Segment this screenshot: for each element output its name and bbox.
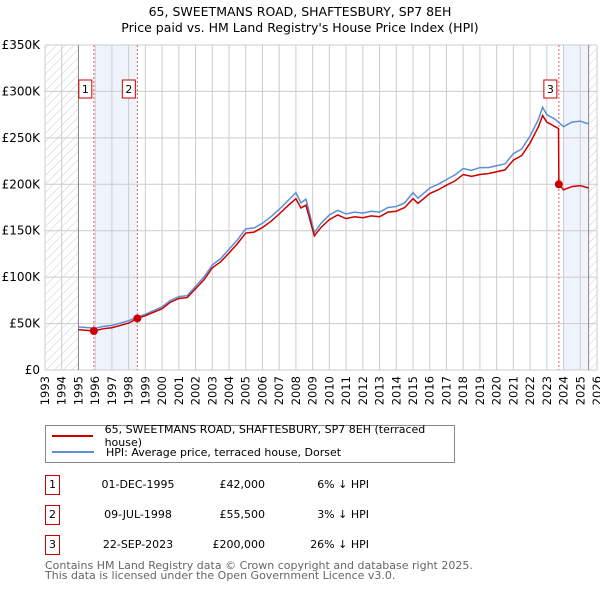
sale-point: [133, 314, 142, 323]
x-tick-label: 2016: [423, 376, 437, 405]
x-tick-label: 1997: [105, 376, 119, 405]
transaction-hpi-diff: 26% ↓ HPI: [310, 538, 369, 551]
y-tick-label: £250K: [2, 131, 42, 145]
x-tick-label: 2008: [289, 376, 303, 405]
transaction-price: £200,000: [212, 538, 266, 551]
x-tick-label: 1996: [88, 376, 102, 405]
transaction-hpi-diff: 3% ↓ HPI: [317, 508, 369, 521]
legend-label: HPI: Average price, terraced house, Dors…: [106, 445, 342, 459]
property-price-line: [78, 113, 589, 332]
legend-label: 65, SWEETMANS ROAD, SHAFTESBURY, SP7 8EH…: [104, 423, 426, 449]
x-tick-label: 1994: [55, 376, 69, 405]
x-tick-label: 2025: [573, 376, 587, 405]
x-tick-label: 2015: [406, 376, 420, 405]
x-tick-label: 2012: [356, 376, 370, 405]
chart-subtitle: Price paid vs. HM Land Registry's House …: [121, 20, 479, 35]
sale-label-box: [78, 79, 93, 99]
sale-label-box: [543, 79, 558, 99]
x-tick-label: 2022: [523, 376, 537, 405]
x-tick-label: 2007: [272, 376, 286, 405]
x-tick-label: 2024: [557, 376, 571, 405]
hpi-line: [78, 105, 589, 329]
footer-copyright: Contains HM Land Registry data © Crown c…: [45, 559, 473, 572]
x-tick-label: 2026: [590, 376, 600, 405]
transaction-hpi-diff: 6% ↓ HPI: [317, 478, 369, 491]
transaction-price: £55,500: [219, 508, 266, 521]
transaction-date: 09-JUL-1998: [104, 508, 172, 521]
x-tick-label: 2021: [506, 376, 520, 405]
y-tick-label: £100K: [2, 270, 42, 284]
x-tick-label: 2006: [255, 376, 269, 405]
transaction-badge: 2: [45, 505, 60, 525]
x-tick-label: 2011: [339, 376, 353, 405]
shaded-region: [95, 45, 138, 370]
x-tick-label: 1993: [38, 376, 52, 405]
x-tick-label: 2013: [373, 376, 387, 405]
sale-label-box: [121, 79, 136, 99]
x-tick-label: 2017: [439, 376, 453, 405]
price-chart: 1993 1994 1995 1996 1997 1998 1999 2000 2001 2002…: [2, 38, 600, 405]
hatched-region: [588, 45, 597, 370]
chart-title: 65, SWEETMANS ROAD, SHAFTESBURY, SP7 8EH: [148, 4, 452, 19]
sale-label: 1: [82, 83, 89, 96]
x-tick-label: 2018: [456, 376, 470, 405]
transaction-price: £42,000: [219, 478, 266, 491]
y-tick-label: £0: [25, 363, 40, 377]
legend-swatch: [52, 451, 94, 453]
x-tick-label: 2023: [540, 376, 554, 405]
x-tick-label: 2014: [389, 376, 403, 405]
sale-label: 2: [125, 83, 132, 96]
x-tick-label: 1995: [71, 376, 85, 405]
x-tick-label: 2002: [189, 376, 203, 405]
sale-label: 3: [547, 83, 554, 96]
x-tick-label: 2004: [222, 376, 236, 405]
x-tick-label: 2020: [490, 376, 504, 405]
x-tick-label: 2000: [155, 376, 169, 405]
legend-swatch: [52, 435, 93, 437]
transaction-badge: 1: [45, 475, 60, 495]
footer-licence: This data is licensed under the Open Gov…: [45, 569, 396, 582]
x-tick-label: 2009: [306, 376, 320, 405]
x-tick-label: 1998: [122, 376, 136, 405]
y-tick-label: £200K: [2, 177, 42, 191]
sale-point: [554, 180, 563, 189]
x-tick-label: 2005: [239, 376, 253, 405]
x-tick-label: 2003: [205, 376, 219, 405]
legend-item-property: 65, SWEETMANS ROAD, SHAFTESBURY, SP7 8EH…: [46, 423, 454, 449]
shaded-region: [563, 45, 589, 370]
transaction-date: 01-DEC-1995: [101, 478, 175, 491]
x-tick-label: 2019: [473, 376, 487, 405]
transaction-row: 3 22-SEP-2023 £200,000 26% ↓ HPI: [45, 535, 465, 555]
legend-item-hpi: HPI: Average price, terraced house, Dors…: [46, 444, 341, 460]
y-tick-label: £50K: [9, 317, 41, 331]
legend: 65, SWEETMANS ROAD, SHAFTESBURY, SP7 8EH…: [45, 423, 455, 463]
x-tick-label: 1999: [138, 376, 152, 405]
transaction-date: 22-SEP-2023: [102, 538, 174, 551]
transaction-row: 2 09-JUL-1998 £55,500 3% ↓ HPI: [45, 505, 465, 525]
y-tick-label: £150K: [2, 224, 42, 238]
x-tick-label: 2001: [172, 376, 186, 405]
sale-point: [89, 327, 98, 335]
transaction-row: 1 01-DEC-1995 £42,000 6% ↓ HPI: [45, 475, 465, 495]
x-tick-label: 2010: [322, 376, 336, 405]
y-tick-label: £350K: [2, 38, 42, 52]
transaction-badge: 3: [45, 535, 60, 555]
y-tick-label: £300K: [2, 84, 42, 98]
